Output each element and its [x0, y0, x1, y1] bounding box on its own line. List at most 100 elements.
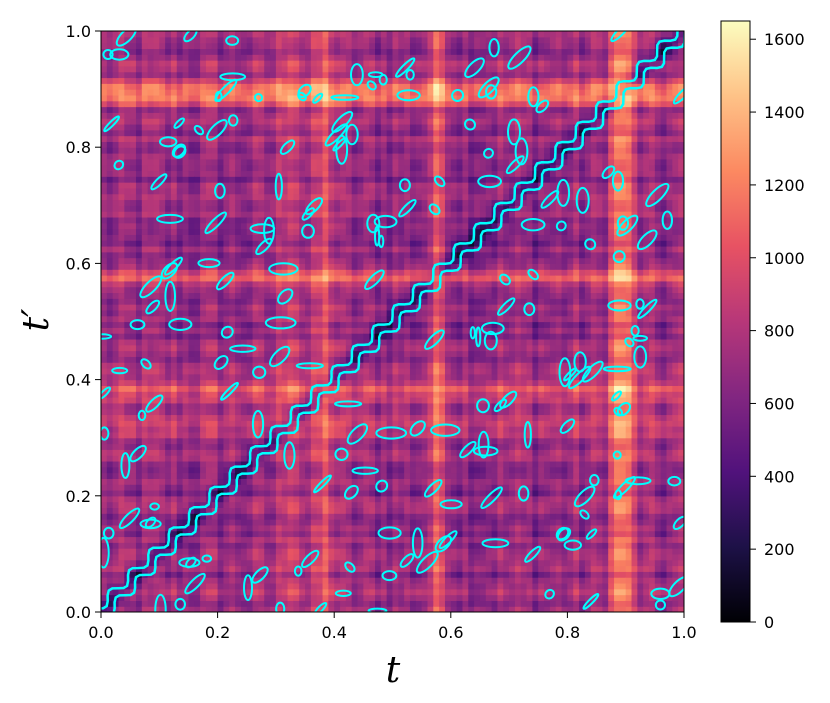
- heatmap-cell: [153, 577, 160, 584]
- heatmap-cell: [106, 577, 114, 584]
- heatmap-cell: [363, 455, 370, 462]
- heatmap-cell: [316, 164, 324, 172]
- heatmap-cell: [281, 338, 289, 346]
- heatmap-cell: [305, 304, 312, 311]
- heatmap-cell: [130, 455, 137, 462]
- heatmap-cell: [252, 513, 260, 520]
- heatmap-cell: [170, 42, 178, 50]
- heatmap-cell: [375, 391, 382, 398]
- heatmap-cell: [363, 234, 370, 241]
- heatmap-cell: [118, 606, 125, 612]
- heatmap-cell: [118, 83, 125, 90]
- heatmap-cell: [118, 118, 125, 125]
- heatmap-cell: [200, 199, 207, 206]
- heatmap-cell: [223, 123, 230, 131]
- heatmap-cell: [223, 199, 230, 206]
- heatmap-cell: [270, 245, 277, 253]
- heatmap-cell: [170, 414, 178, 421]
- heatmap-cell: [141, 199, 149, 206]
- heatmap-cell: [159, 118, 166, 125]
- heatmap-cell: [345, 553, 353, 561]
- heatmap-cell: [270, 141, 277, 148]
- heatmap-cell: [176, 199, 184, 206]
- heatmap-cell: [112, 315, 120, 323]
- heatmap-cell: [275, 455, 283, 462]
- heatmap-cell: [258, 187, 265, 195]
- heatmap-cell: [334, 466, 341, 474]
- heatmap-cell: [369, 489, 376, 497]
- heatmap-cell: [264, 460, 271, 468]
- heatmap-cell: [200, 269, 207, 276]
- heatmap-cell: [264, 391, 271, 398]
- heatmap-cell: [305, 582, 312, 590]
- heatmap-cell: [153, 100, 160, 108]
- heatmap-cell: [159, 77, 166, 84]
- heatmap-cell: [363, 344, 370, 352]
- heatmap-cell: [328, 222, 335, 230]
- heatmap-cell: [112, 42, 120, 50]
- heatmap-cell: [340, 344, 347, 352]
- heatmap-cell: [101, 94, 108, 102]
- heatmap-cell: [252, 77, 260, 84]
- heatmap-cell: [118, 77, 125, 84]
- heatmap-cell: [235, 216, 242, 224]
- heatmap-cell: [153, 106, 160, 113]
- heatmap-cell: [351, 118, 359, 125]
- heatmap-cell: [141, 582, 149, 590]
- heatmap-cell: [264, 600, 271, 607]
- heatmap-cell: [165, 344, 172, 352]
- heatmap-cell: [165, 205, 172, 212]
- heatmap-cell: [211, 245, 219, 253]
- heatmap-cell: [118, 170, 125, 177]
- heatmap-cell: [293, 240, 300, 247]
- heatmap-cell: [275, 257, 283, 264]
- heatmap-cell: [130, 135, 137, 142]
- heatmap-cell: [310, 426, 318, 433]
- heatmap-cell: [310, 606, 318, 612]
- heatmap-cell: [205, 71, 213, 79]
- heatmap-cell: [200, 245, 207, 253]
- heatmap-cell: [380, 437, 388, 445]
- heatmap-cell: [170, 391, 178, 398]
- heatmap-cell: [159, 280, 166, 288]
- heatmap-cell: [240, 100, 248, 108]
- heatmap-cell: [316, 582, 324, 590]
- heatmap-cell: [194, 280, 201, 288]
- heatmap-cell: [188, 216, 195, 224]
- heatmap-cell: [223, 449, 230, 456]
- heatmap-cell: [351, 71, 359, 79]
- heatmap-cell: [112, 275, 120, 282]
- heatmap-cell: [188, 559, 195, 567]
- heatmap-cell: [287, 594, 294, 601]
- heatmap-cell: [246, 141, 254, 148]
- heatmap-cell: [386, 379, 394, 387]
- heatmap-cell: [141, 495, 149, 503]
- heatmap-cell: [334, 431, 341, 439]
- heatmap-cell: [258, 588, 265, 596]
- heatmap-cell: [328, 275, 335, 282]
- heatmap-cell: [101, 466, 108, 474]
- heatmap-cell: [375, 385, 382, 392]
- heatmap-cell: [345, 385, 353, 392]
- heatmap-cell: [106, 373, 114, 381]
- heatmap-cell: [258, 182, 265, 189]
- heatmap-cell: [340, 182, 347, 189]
- heatmap-cell: [229, 600, 236, 607]
- heatmap-cell: [229, 234, 236, 241]
- heatmap-cell: [112, 397, 120, 404]
- heatmap-cell: [293, 147, 300, 154]
- heatmap-cell: [305, 431, 312, 439]
- heatmap-cell: [112, 298, 120, 305]
- heatmap-cell: [147, 519, 155, 526]
- heatmap-cell: [351, 530, 359, 538]
- heatmap-cell: [229, 94, 236, 102]
- heatmap-cell: [112, 356, 120, 363]
- heatmap-cell: [141, 153, 149, 160]
- heatmap-cell: [130, 478, 137, 485]
- heatmap-cell: [270, 542, 277, 549]
- heatmap-cell: [351, 362, 359, 369]
- heatmap-cell: [200, 280, 207, 288]
- heatmap-cell: [165, 77, 172, 84]
- heatmap-cell: [240, 385, 248, 392]
- heatmap-cell: [211, 298, 219, 305]
